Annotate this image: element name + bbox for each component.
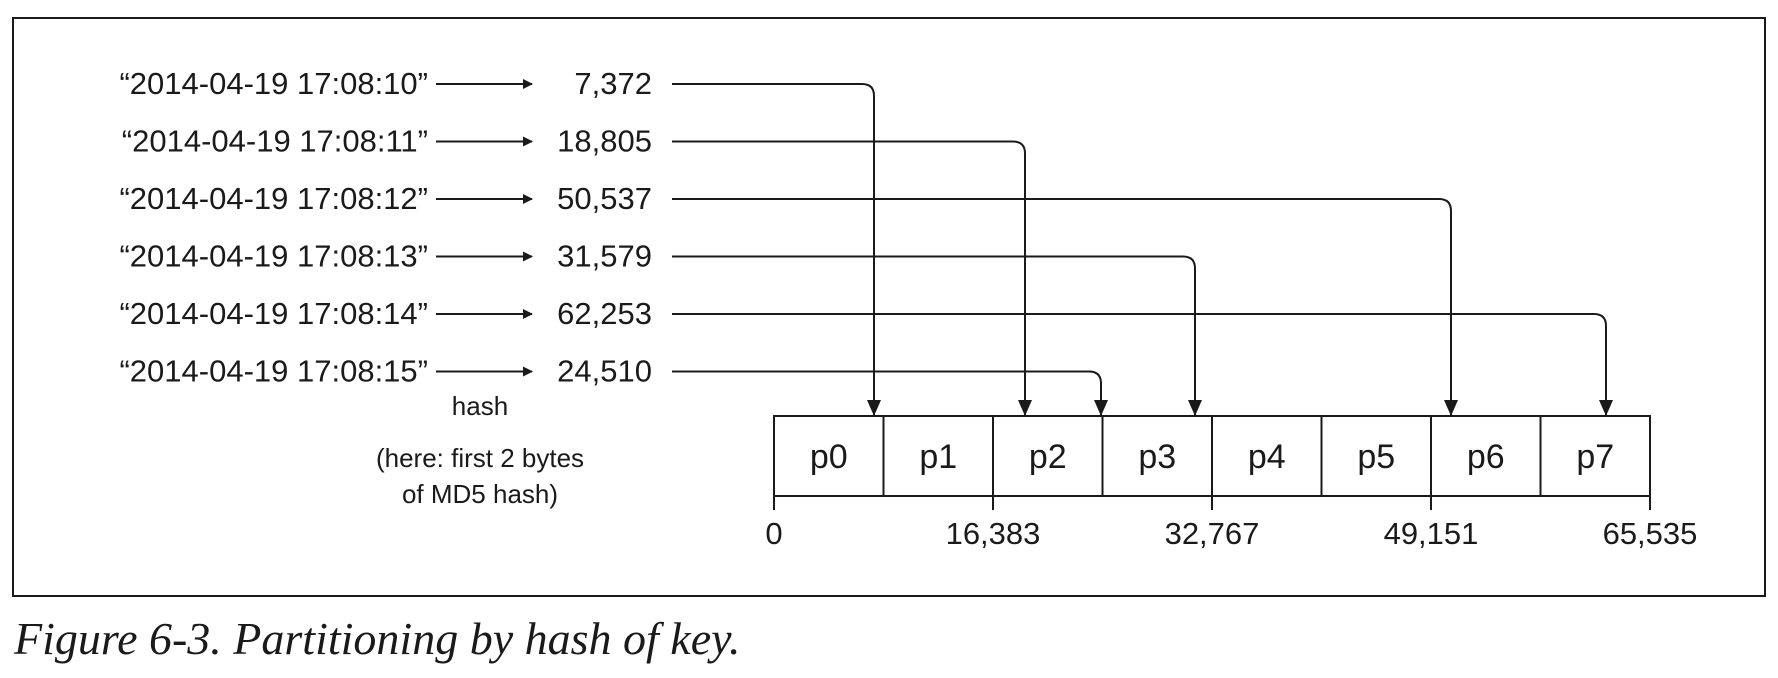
scale-tick-label: 65,535 bbox=[1603, 516, 1698, 551]
figure-frame bbox=[12, 17, 1766, 597]
key-rows: “2014-04-19 17:08:10” 7,372 “2014-04-19 17… bbox=[119, 66, 652, 389]
scale-tick-label: 0 bbox=[765, 516, 782, 551]
route-line bbox=[672, 313, 1613, 416]
key-string: “2014-04-19 17:08:12” bbox=[119, 181, 428, 216]
hash-note-line1: (here: first 2 bytes bbox=[376, 443, 584, 473]
hash-value: 31,579 bbox=[557, 239, 652, 274]
partition-label: p1 bbox=[919, 438, 957, 476]
partition-box bbox=[1539, 415, 1651, 497]
hash-value: 7,372 bbox=[574, 66, 652, 101]
route-line bbox=[672, 198, 1458, 416]
partition-box bbox=[1101, 415, 1213, 497]
hash-value: 62,253 bbox=[557, 296, 652, 331]
partition-box bbox=[882, 415, 994, 497]
hash-value: 50,537 bbox=[557, 181, 652, 216]
partition-label: p6 bbox=[1467, 438, 1505, 476]
routing-lines bbox=[672, 83, 1613, 416]
partition-label: p3 bbox=[1138, 438, 1176, 476]
partition-label: p5 bbox=[1357, 438, 1395, 476]
partition-box bbox=[992, 415, 1104, 497]
route-line bbox=[672, 255, 1202, 416]
hash-note-line2: of MD5 hash) bbox=[402, 479, 558, 509]
key-string: “2014-04-19 17:08:13” bbox=[119, 239, 428, 274]
route-line bbox=[672, 140, 1032, 416]
key-string: “2014-04-19 17:08:10” bbox=[119, 66, 428, 101]
hash-value: 18,805 bbox=[557, 124, 652, 159]
hash-label: hash bbox=[452, 391, 508, 421]
figure-caption: Figure 6-3. Partitioning by hash of key. bbox=[14, 613, 741, 664]
scale-tick-label: 49,151 bbox=[1384, 516, 1479, 551]
partition-boxes: p0 p1 p2 p3 p4 p5 p6 p7 bbox=[773, 415, 1651, 497]
hash-scale: 0 16,383 32,767 49,151 65,535 bbox=[765, 496, 1697, 551]
key-string: “2014-04-19 17:08:14” bbox=[119, 296, 428, 331]
partition-box bbox=[773, 415, 885, 497]
scale-tick-label: 32,767 bbox=[1165, 516, 1260, 551]
key-string: “2014-04-19 17:08:15” bbox=[119, 354, 428, 389]
partition-label: p2 bbox=[1029, 438, 1067, 476]
route-line bbox=[672, 83, 881, 416]
partition-label: p4 bbox=[1248, 438, 1286, 476]
partition-box bbox=[1430, 415, 1542, 497]
partition-box bbox=[1211, 415, 1323, 497]
hash-value: 24,510 bbox=[557, 354, 652, 389]
partition-label: p7 bbox=[1576, 438, 1614, 476]
key-string: “2014-04-19 17:08:11” bbox=[122, 124, 428, 159]
scale-tick-label: 16,383 bbox=[946, 516, 1041, 551]
partition-label: p0 bbox=[810, 438, 848, 476]
route-line bbox=[672, 370, 1108, 416]
